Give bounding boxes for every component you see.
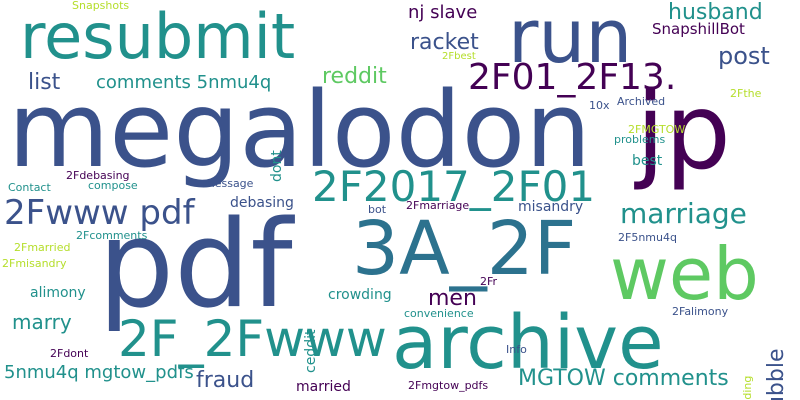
word-web: web <box>610 232 759 316</box>
word-reddit: reddit <box>322 64 387 89</box>
word-2fmisandry: 2Fmisandry <box>2 257 67 270</box>
word-megalodon: megalodon <box>8 69 592 191</box>
word-message: message <box>204 177 254 190</box>
word-problems: problems <box>614 133 666 146</box>
word-alimony: alimony <box>30 285 86 301</box>
word-best: best <box>632 153 663 169</box>
word-2fcomments: 2Fcomments <box>76 229 148 242</box>
word-misandry: misandry <box>518 199 584 215</box>
word-bubble: bubble <box>764 348 789 400</box>
word-debasing: debasing <box>230 195 294 211</box>
word-convenience: convenience <box>404 307 474 320</box>
word-2f5nmu4q: 2F5nmu4q <box>618 231 677 244</box>
word-jp: jp <box>636 71 731 193</box>
word-2fbest: 2Fbest <box>442 51 476 62</box>
word-2fmarried: 2Fmarried <box>14 241 71 254</box>
word-2fthe: 2Fthe <box>730 87 762 100</box>
word-bot: bot <box>368 203 387 216</box>
word-racket: racket <box>410 30 479 55</box>
word-ceddit: ceddit <box>303 329 319 373</box>
word-2fdebasing: 2Fdebasing <box>66 169 130 182</box>
word-snapshillbot: SnapshillBot <box>652 20 745 38</box>
word-10x: 10x <box>589 99 610 112</box>
word-resubmit: resubmit <box>20 0 296 73</box>
word-men: men <box>428 286 477 311</box>
word-dont: dont <box>269 150 285 182</box>
word-comments-5nmu4q: comments 5nmu4q <box>96 72 272 93</box>
word-2fmgtow: 2FMGTOW <box>628 123 686 136</box>
word-info: Info <box>506 343 527 356</box>
word-archived: Archived <box>617 95 666 108</box>
word-list: list <box>28 70 61 95</box>
word-3a-2f: 3A_2F <box>352 206 577 292</box>
word-2fr: 2Fr <box>480 275 498 288</box>
word-2falimony: 2Falimony <box>672 305 729 318</box>
word-nj-slave: nj slave <box>408 2 478 23</box>
word-crowding: crowding <box>328 287 392 303</box>
word-2f01-2f13: 2F01_2F13. <box>468 57 677 98</box>
word-2f2017-2f01: 2F2017_2F01 <box>312 162 596 211</box>
word-2fmgtow-pdfs: 2Fmgtow_pdfs <box>408 379 489 392</box>
word-5nmu4q-mgtow-pdfs: 5nmu4q mgtow_pdfs <box>4 362 194 383</box>
word-snapshots: Snapshots <box>72 0 130 12</box>
word-run: run <box>508 0 633 80</box>
word-marriage: marriage <box>620 197 747 230</box>
word-marry: marry <box>12 310 72 334</box>
word-2f-2fwww: 2F_2Fwww <box>118 310 387 368</box>
word-post: post <box>718 42 770 70</box>
word-mgtow-comments: MGTOW comments <box>518 366 729 391</box>
word-2fcrowding: 2Fcrowding <box>741 376 754 400</box>
word-2fdont: 2Fdont <box>50 347 89 360</box>
word-pdf: pdf <box>98 196 293 335</box>
word-2fwww-pdf: 2Fwww pdf <box>4 193 195 233</box>
word-archive: archive <box>392 300 664 386</box>
word-contact: Contact <box>8 181 51 194</box>
word-husband: husband <box>668 0 763 25</box>
word-compose: compose <box>88 179 138 192</box>
word-married: married <box>296 379 351 395</box>
word-2fmarriage: 2Fmarriage <box>406 199 470 212</box>
word-fraud: fraud <box>196 368 255 393</box>
